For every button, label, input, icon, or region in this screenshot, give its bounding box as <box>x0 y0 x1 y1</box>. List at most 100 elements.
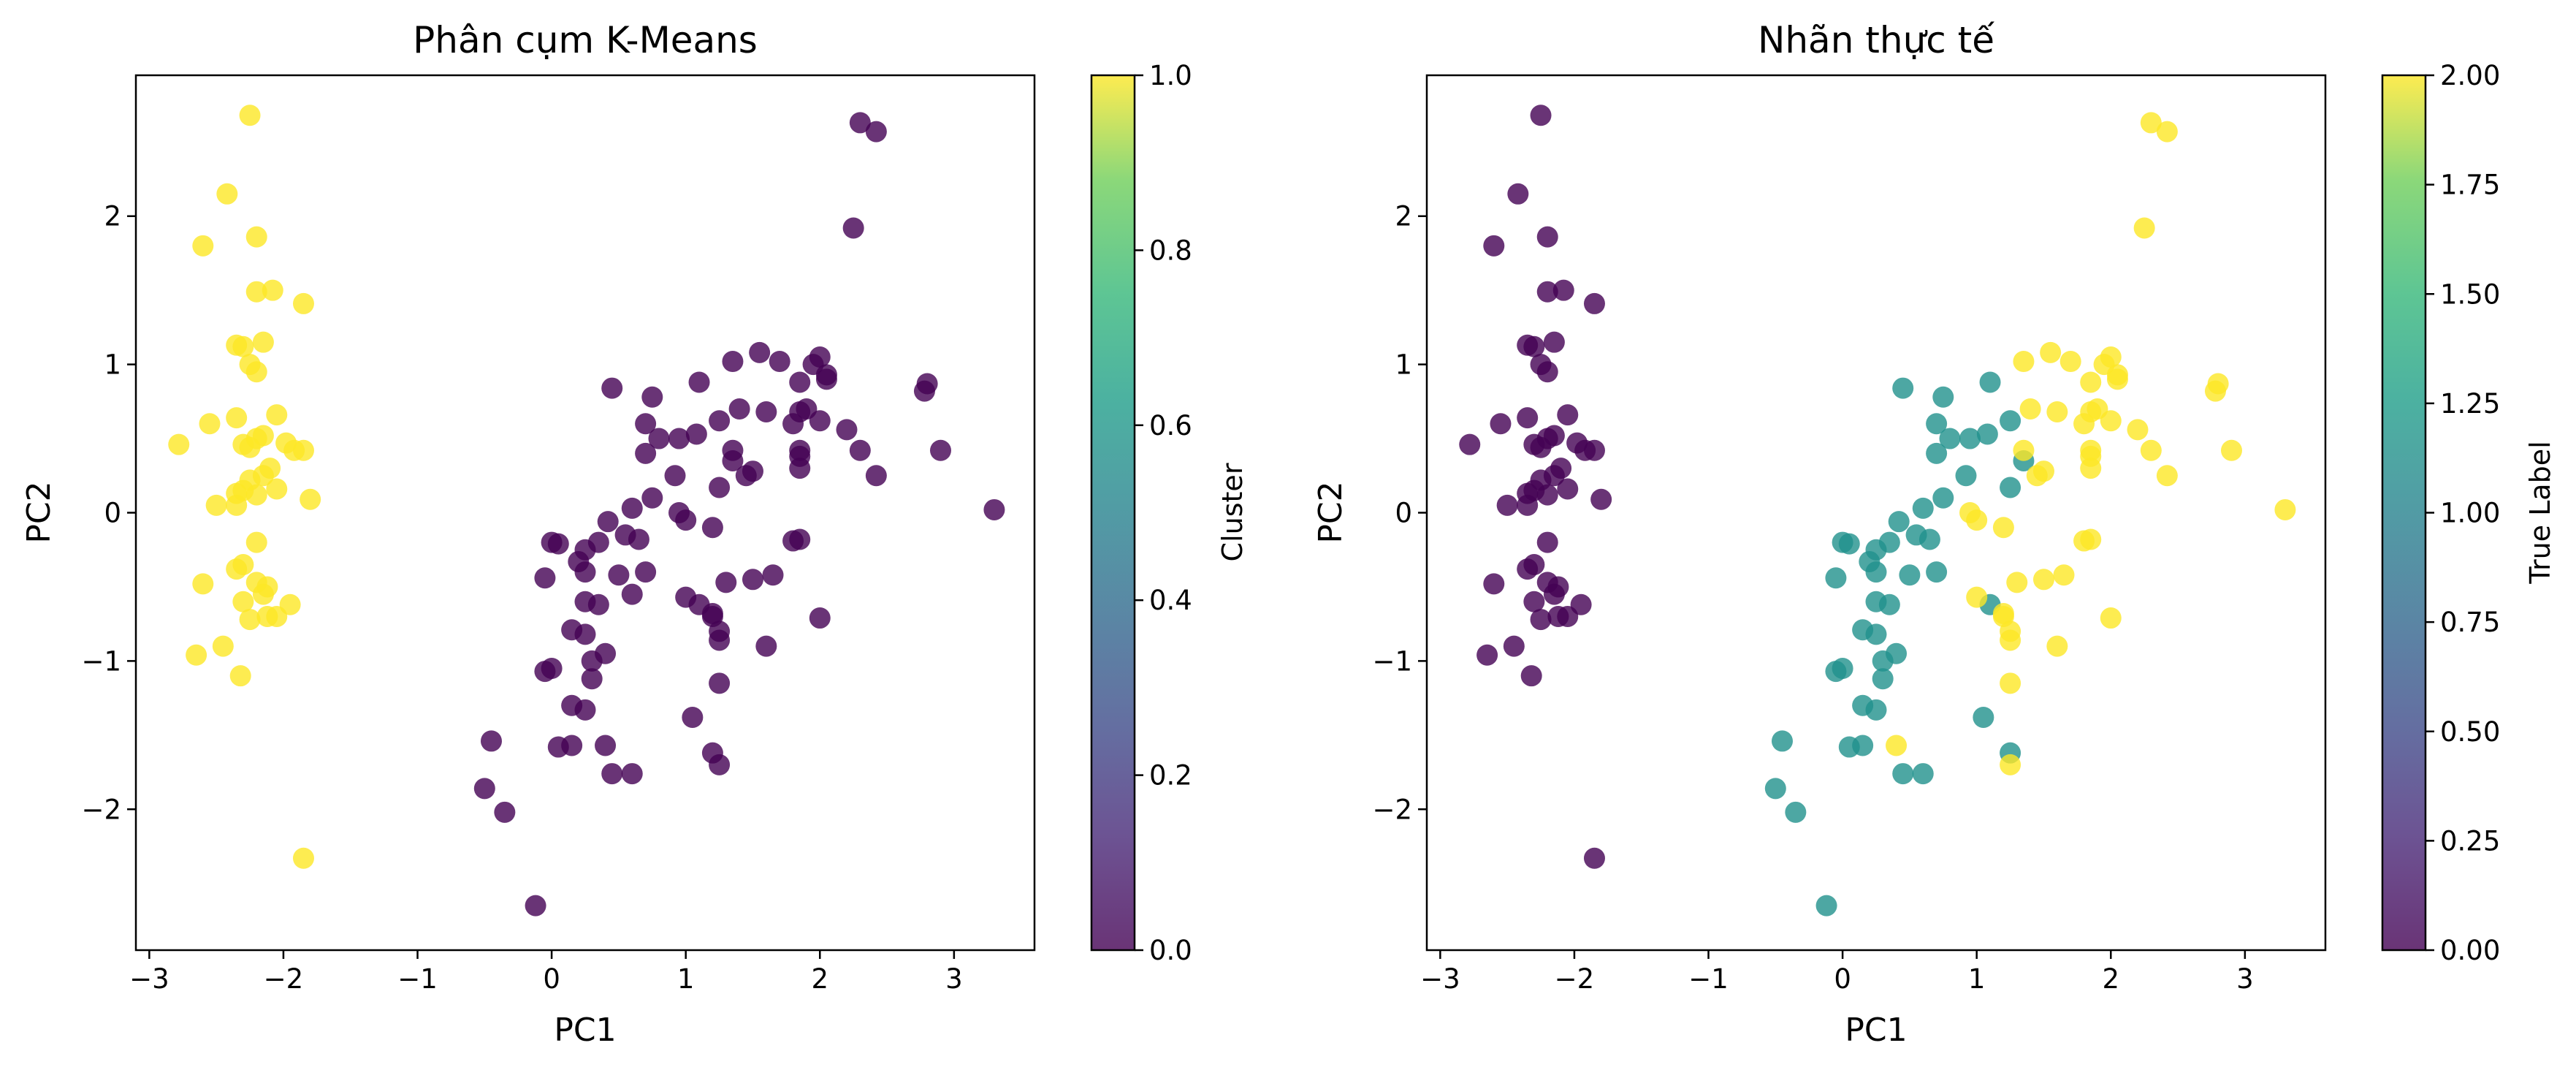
x-tick-label: −3 <box>1420 963 1460 995</box>
scatter-point <box>809 346 831 368</box>
scatter-point <box>1976 423 1998 445</box>
x-tick-label: 2 <box>811 963 828 995</box>
scatter-point <box>2140 112 2162 134</box>
scatter-point <box>226 494 248 516</box>
scatter-point <box>1583 292 1605 314</box>
colorbar-label: Cluster <box>1216 463 1249 561</box>
scatter-point <box>635 561 657 583</box>
colorbar-tick-label: 1.25 <box>2440 388 2500 420</box>
scatter-point <box>595 735 617 756</box>
scatter-point <box>601 377 623 399</box>
y-tick-label: 2 <box>104 201 121 232</box>
plot-frame <box>134 74 1036 952</box>
x-axis-label: PC1 <box>1845 1012 1907 1049</box>
scatter-point <box>715 572 737 593</box>
x-tick-label: 3 <box>945 963 963 995</box>
scatter-point <box>2073 413 2095 435</box>
colorbar-tick-label: 0.00 <box>2440 935 2500 966</box>
scatter-point <box>1852 735 1874 756</box>
scatter-point <box>168 433 190 455</box>
scatter-point <box>2100 607 2122 629</box>
colorbar-tick-label: 0.25 <box>2440 825 2500 857</box>
scatter-point <box>1886 735 1908 756</box>
scatter-point <box>1926 413 1948 435</box>
scatter-point <box>2220 439 2242 461</box>
scatter-point <box>2156 465 2178 487</box>
scatter-point <box>1557 478 1579 500</box>
x-tick-label: −2 <box>264 963 304 995</box>
scatter-point <box>929 439 951 461</box>
chart-title: Phân cụm K-Means <box>413 19 758 61</box>
scatter-point <box>2133 217 2155 239</box>
scatter-point <box>688 371 710 393</box>
scatter-points <box>1459 105 2296 917</box>
scatter-point <box>1530 105 1552 126</box>
scatter-point <box>1865 623 1887 645</box>
scatter-point <box>1932 487 1954 509</box>
scatter-point <box>232 591 254 612</box>
scatter-point <box>1825 661 1847 683</box>
scatter-point <box>865 121 887 143</box>
scatter-point <box>1912 497 1934 519</box>
scatter-point <box>735 465 757 487</box>
scatter-point <box>199 413 221 435</box>
scatter-point <box>1979 371 2001 393</box>
scatter-point <box>239 609 261 631</box>
scatter-point <box>755 635 777 657</box>
x-axis: −3 −2 −1 0 1 2 3 <box>1420 950 2254 995</box>
y-tick-label: −2 <box>81 794 121 825</box>
scatter-point <box>547 533 569 555</box>
scatter-points <box>168 105 1005 917</box>
scatter-point <box>1912 763 1934 785</box>
scatter-point <box>205 494 227 516</box>
scatter-point <box>1955 465 1977 487</box>
scatter-point <box>722 449 744 471</box>
scatter-point <box>635 442 657 464</box>
scatter-point <box>494 801 516 823</box>
scatter-point <box>2080 371 2102 393</box>
scatter-point <box>709 629 731 651</box>
scatter-point <box>2204 380 2226 402</box>
colorbar-frame <box>1090 74 1136 952</box>
colorbar <box>1091 75 1135 950</box>
y-tick-label: 2 <box>1395 201 1412 232</box>
scatter-point <box>1815 895 1837 917</box>
chart-title: Nhãn thực tế <box>1758 19 1994 61</box>
scatter-point <box>226 407 248 429</box>
scatter-point <box>2026 465 2048 487</box>
y-tick-label: 0 <box>104 498 121 529</box>
x-tick-label: 0 <box>543 963 560 995</box>
scatter-point <box>534 567 556 589</box>
scatter-point <box>1490 413 1512 435</box>
colorbar-tick-label: 0.8 <box>1149 235 1192 266</box>
scatter-point <box>1959 428 1981 449</box>
scatter-point <box>1583 847 1605 869</box>
scatter-point <box>1892 763 1914 785</box>
colorbar-tick-label: 1.00 <box>2440 498 2500 529</box>
scatter-point <box>1523 335 1545 357</box>
scatter-point <box>755 401 777 423</box>
scatter-point <box>601 763 623 785</box>
scatter-point <box>1459 433 1481 455</box>
scatter-point <box>1517 407 1539 429</box>
scatter-point <box>1483 235 1505 257</box>
colorbar-label: True Label <box>2524 441 2556 584</box>
y-axis-label: PC2 <box>1312 481 1349 543</box>
scatter-point <box>262 279 283 301</box>
scatter-point <box>865 465 887 487</box>
scatter-point <box>581 668 603 690</box>
scatter-point <box>1918 528 1940 550</box>
scatter-point <box>668 428 690 449</box>
scatter-point <box>722 351 744 373</box>
scatter-point <box>574 623 596 645</box>
scatter-point <box>621 763 643 785</box>
scatter-point <box>789 528 811 550</box>
scatter-point <box>2100 410 2122 432</box>
scatter-point <box>1825 567 1847 589</box>
scatter-point <box>1574 439 1596 461</box>
scatter-point <box>782 413 804 435</box>
colorbar-tick-label: 2.00 <box>2440 60 2500 91</box>
colorbar <box>2382 75 2426 950</box>
scatter-point <box>809 410 831 432</box>
